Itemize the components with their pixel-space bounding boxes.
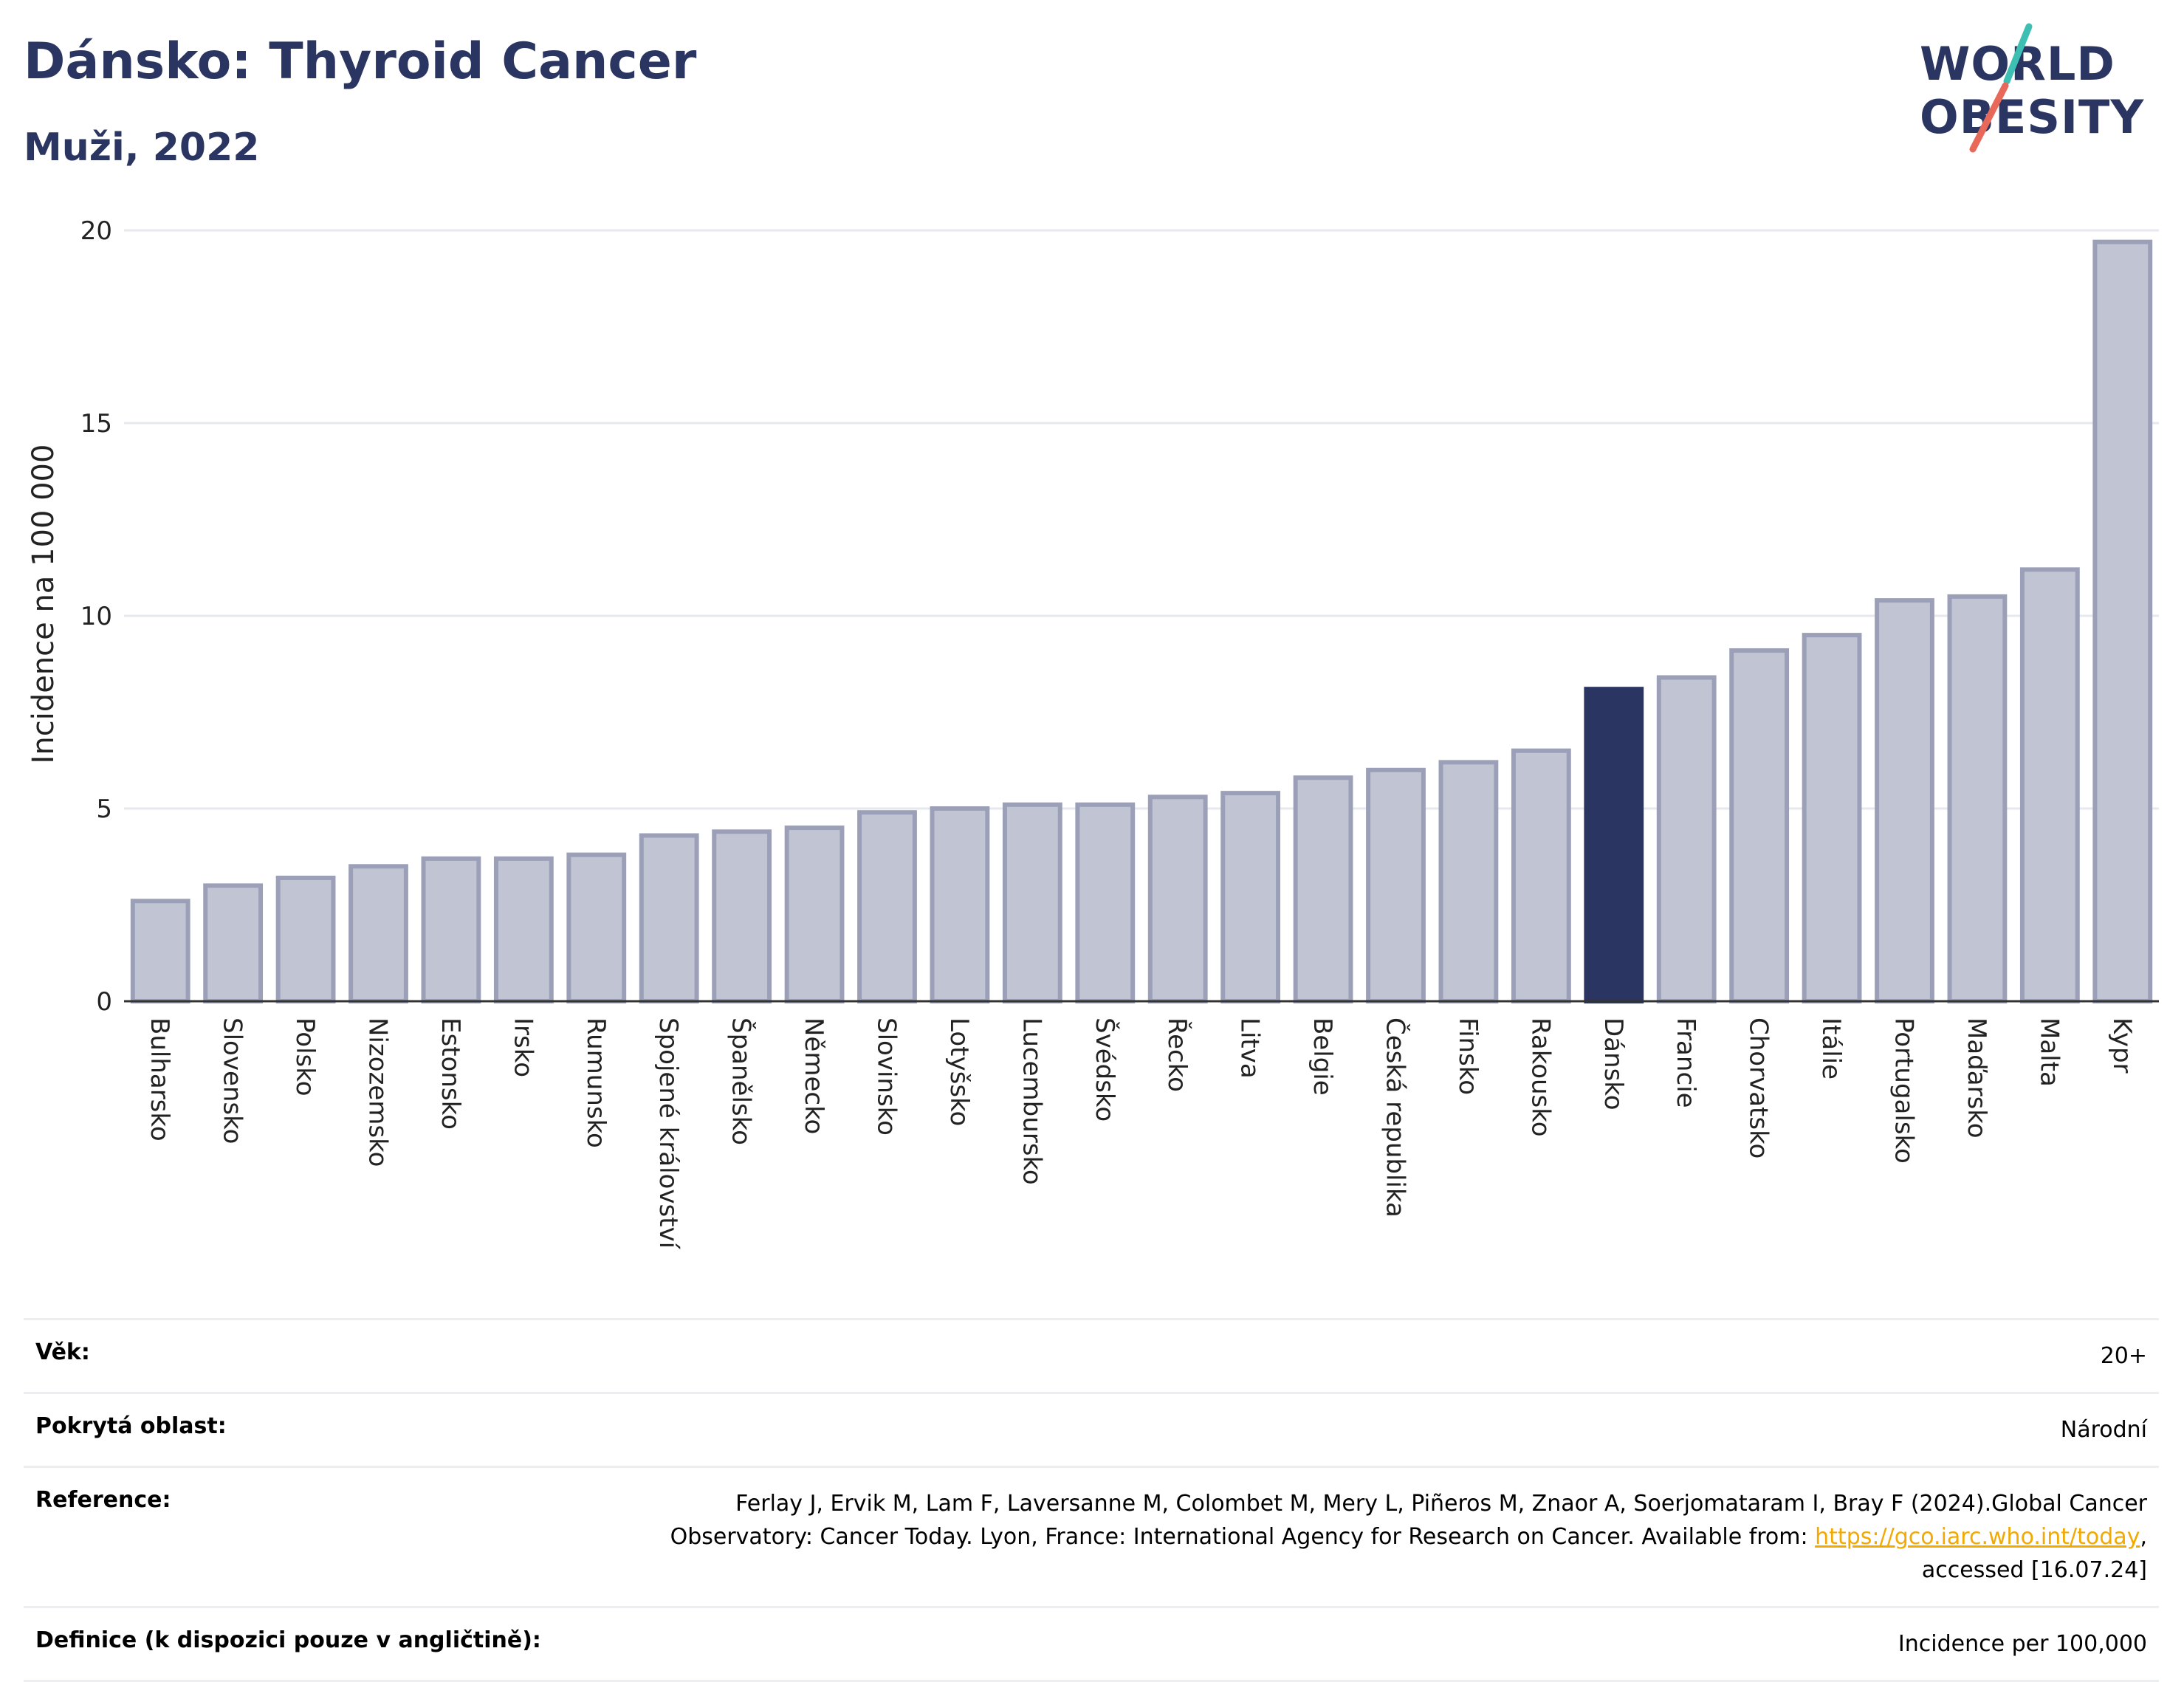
bar-13[interactable] (1002, 802, 1062, 1004)
bar-23[interactable] (1729, 648, 1790, 1003)
info-value-reference: Ferlay J, Ervik M, Lam F, Laversanne M, … (659, 1468, 2159, 1606)
bar-27[interactable] (2019, 567, 2080, 1003)
x-tick-label: Švédsko (1090, 1017, 1120, 1122)
bar-chart: 0 5 10 15 20 Bulharsko Slovensko Polsko Nizozems… (27, 216, 2159, 1250)
x-tick-label: Řecko (1162, 1017, 1192, 1092)
info-table: Věk: 20+ Pokrytá oblast: Národní Referen… (24, 1318, 2159, 1682)
world-obesity-logo[interactable]: WORLD OBESITY (1920, 22, 2171, 162)
x-tick-label: Kypr (2107, 1017, 2137, 1074)
bar-28[interactable] (2092, 239, 2153, 1003)
bar-14[interactable] (1075, 802, 1136, 1004)
x-tick-label: Malta (2034, 1017, 2064, 1087)
info-row-age: Věk: 20+ (24, 1318, 2159, 1392)
info-value-definition: Incidence per 100,000 (1898, 1631, 2147, 1657)
info-row-reference: Reference: Ferlay J, Ervik M, Lam F, Lav… (24, 1466, 2159, 1606)
bar-4[interactable] (348, 864, 408, 1003)
x-tick-label: Maďarsko (1962, 1017, 1991, 1139)
y-tick-label: 15 (80, 409, 112, 439)
bar-12[interactable] (930, 806, 990, 1003)
info-row-coverage: Pokrytá oblast: Národní (24, 1392, 2159, 1466)
info-key-coverage: Pokrytá oblast: (35, 1413, 227, 1439)
bar-22[interactable] (1656, 675, 1717, 1004)
bar-1[interactable] (130, 899, 190, 1004)
x-tick-label: Litva (1235, 1017, 1265, 1079)
y-tick-label: 20 (80, 216, 112, 246)
x-tick-label: Rakousko (1525, 1017, 1555, 1137)
bar-19[interactable] (1438, 760, 1499, 1003)
bar-15[interactable] (1147, 794, 1208, 1004)
reference-line-3: accessed [16.07.24] (1921, 1557, 2147, 1583)
bar-6[interactable] (493, 856, 554, 1003)
x-tick-label: Estonsko (436, 1017, 465, 1130)
info-value-coverage: Národní (2060, 1417, 2147, 1443)
bar-21[interactable] (1584, 687, 1644, 1003)
bar-20[interactable] (1511, 748, 1571, 1003)
logo-slash-icon (1969, 23, 2033, 153)
reference-line-2-end: , (2140, 1524, 2147, 1550)
x-tick-label: Chorvatsko (1744, 1017, 1773, 1158)
x-tick-label: Portugalsko (1889, 1017, 1919, 1164)
x-tick-label: Španělsko (727, 1017, 757, 1145)
x-tick-label: Rumunsko (581, 1017, 611, 1148)
x-tick-label: Slovensko (218, 1017, 247, 1144)
x-tick-label: Itálie (1816, 1017, 1846, 1079)
bar-25[interactable] (1875, 598, 1934, 1003)
info-value-age: 20+ (2100, 1343, 2147, 1369)
bar-9[interactable] (712, 829, 772, 1003)
x-tick-label: Polsko (290, 1017, 320, 1096)
chart-title: Dánsko: Thyroid Cancer (24, 32, 697, 91)
x-tick-label: Německo (799, 1017, 828, 1134)
info-key-definition: Definice (k dispozici pouze v angličtině… (35, 1627, 541, 1653)
bar-17[interactable] (1293, 775, 1353, 1003)
axes: 0 5 10 15 20 Bulharsko Slovensko Polsko Nizozems… (80, 216, 2159, 1250)
info-key-age: Věk: (35, 1339, 90, 1365)
x-tick-label: Spojené království (653, 1017, 683, 1250)
x-tick-label: Bulharsko (145, 1017, 174, 1142)
x-tick-label: Česká republika (1381, 1017, 1411, 1218)
x-tick-label: Francie (1671, 1017, 1700, 1108)
bar-7[interactable] (566, 852, 627, 1004)
y-tick-label: 10 (80, 602, 112, 631)
x-tick-label: Dánsko (1598, 1017, 1628, 1111)
x-tick-label: Lotyšsko (944, 1017, 974, 1126)
x-tick-label: Lucembursko (1017, 1017, 1046, 1185)
x-tick-label: Slovinsko (872, 1017, 902, 1136)
x-tick-label: Nizozemsko (363, 1017, 393, 1167)
reference-line-1: Ferlay J, Ervik M, Lam F, Laversanne M, … (735, 1491, 2147, 1517)
bar-26[interactable] (1947, 594, 2008, 1003)
x-tick-label: Irsko (508, 1017, 538, 1077)
bar-24[interactable] (1802, 633, 1862, 1003)
bars (130, 239, 2153, 1004)
bar-11[interactable] (857, 810, 917, 1003)
y-tick-label: 0 (96, 987, 112, 1017)
bar-5[interactable] (421, 856, 481, 1003)
reference-link[interactable]: https://gco.iarc.who.int/today (1815, 1524, 2140, 1550)
bar-10[interactable] (784, 825, 845, 1003)
bar-16[interactable] (1220, 791, 1281, 1003)
info-row-definition: Definice (k dispozici pouze v angličtině… (24, 1606, 2159, 1682)
info-key-reference: Reference: (35, 1487, 171, 1513)
x-tick-label: Belgie (1308, 1017, 1337, 1096)
y-tick-label: 5 (96, 794, 112, 824)
y-axis-label: Incidence na 100 000 (27, 444, 61, 764)
x-tick-label: Finsko (1453, 1017, 1483, 1095)
bar-18[interactable] (1366, 767, 1426, 1003)
reference-line-2: Observatory: Cancer Today. Lyon, France:… (670, 1524, 1816, 1550)
chart-subtitle: Muži, 2022 (24, 126, 260, 170)
logo-line-2: OBESITY (1920, 90, 2145, 144)
bar-2[interactable] (203, 883, 264, 1004)
bar-3[interactable] (275, 875, 336, 1004)
bar-8[interactable] (639, 833, 699, 1003)
